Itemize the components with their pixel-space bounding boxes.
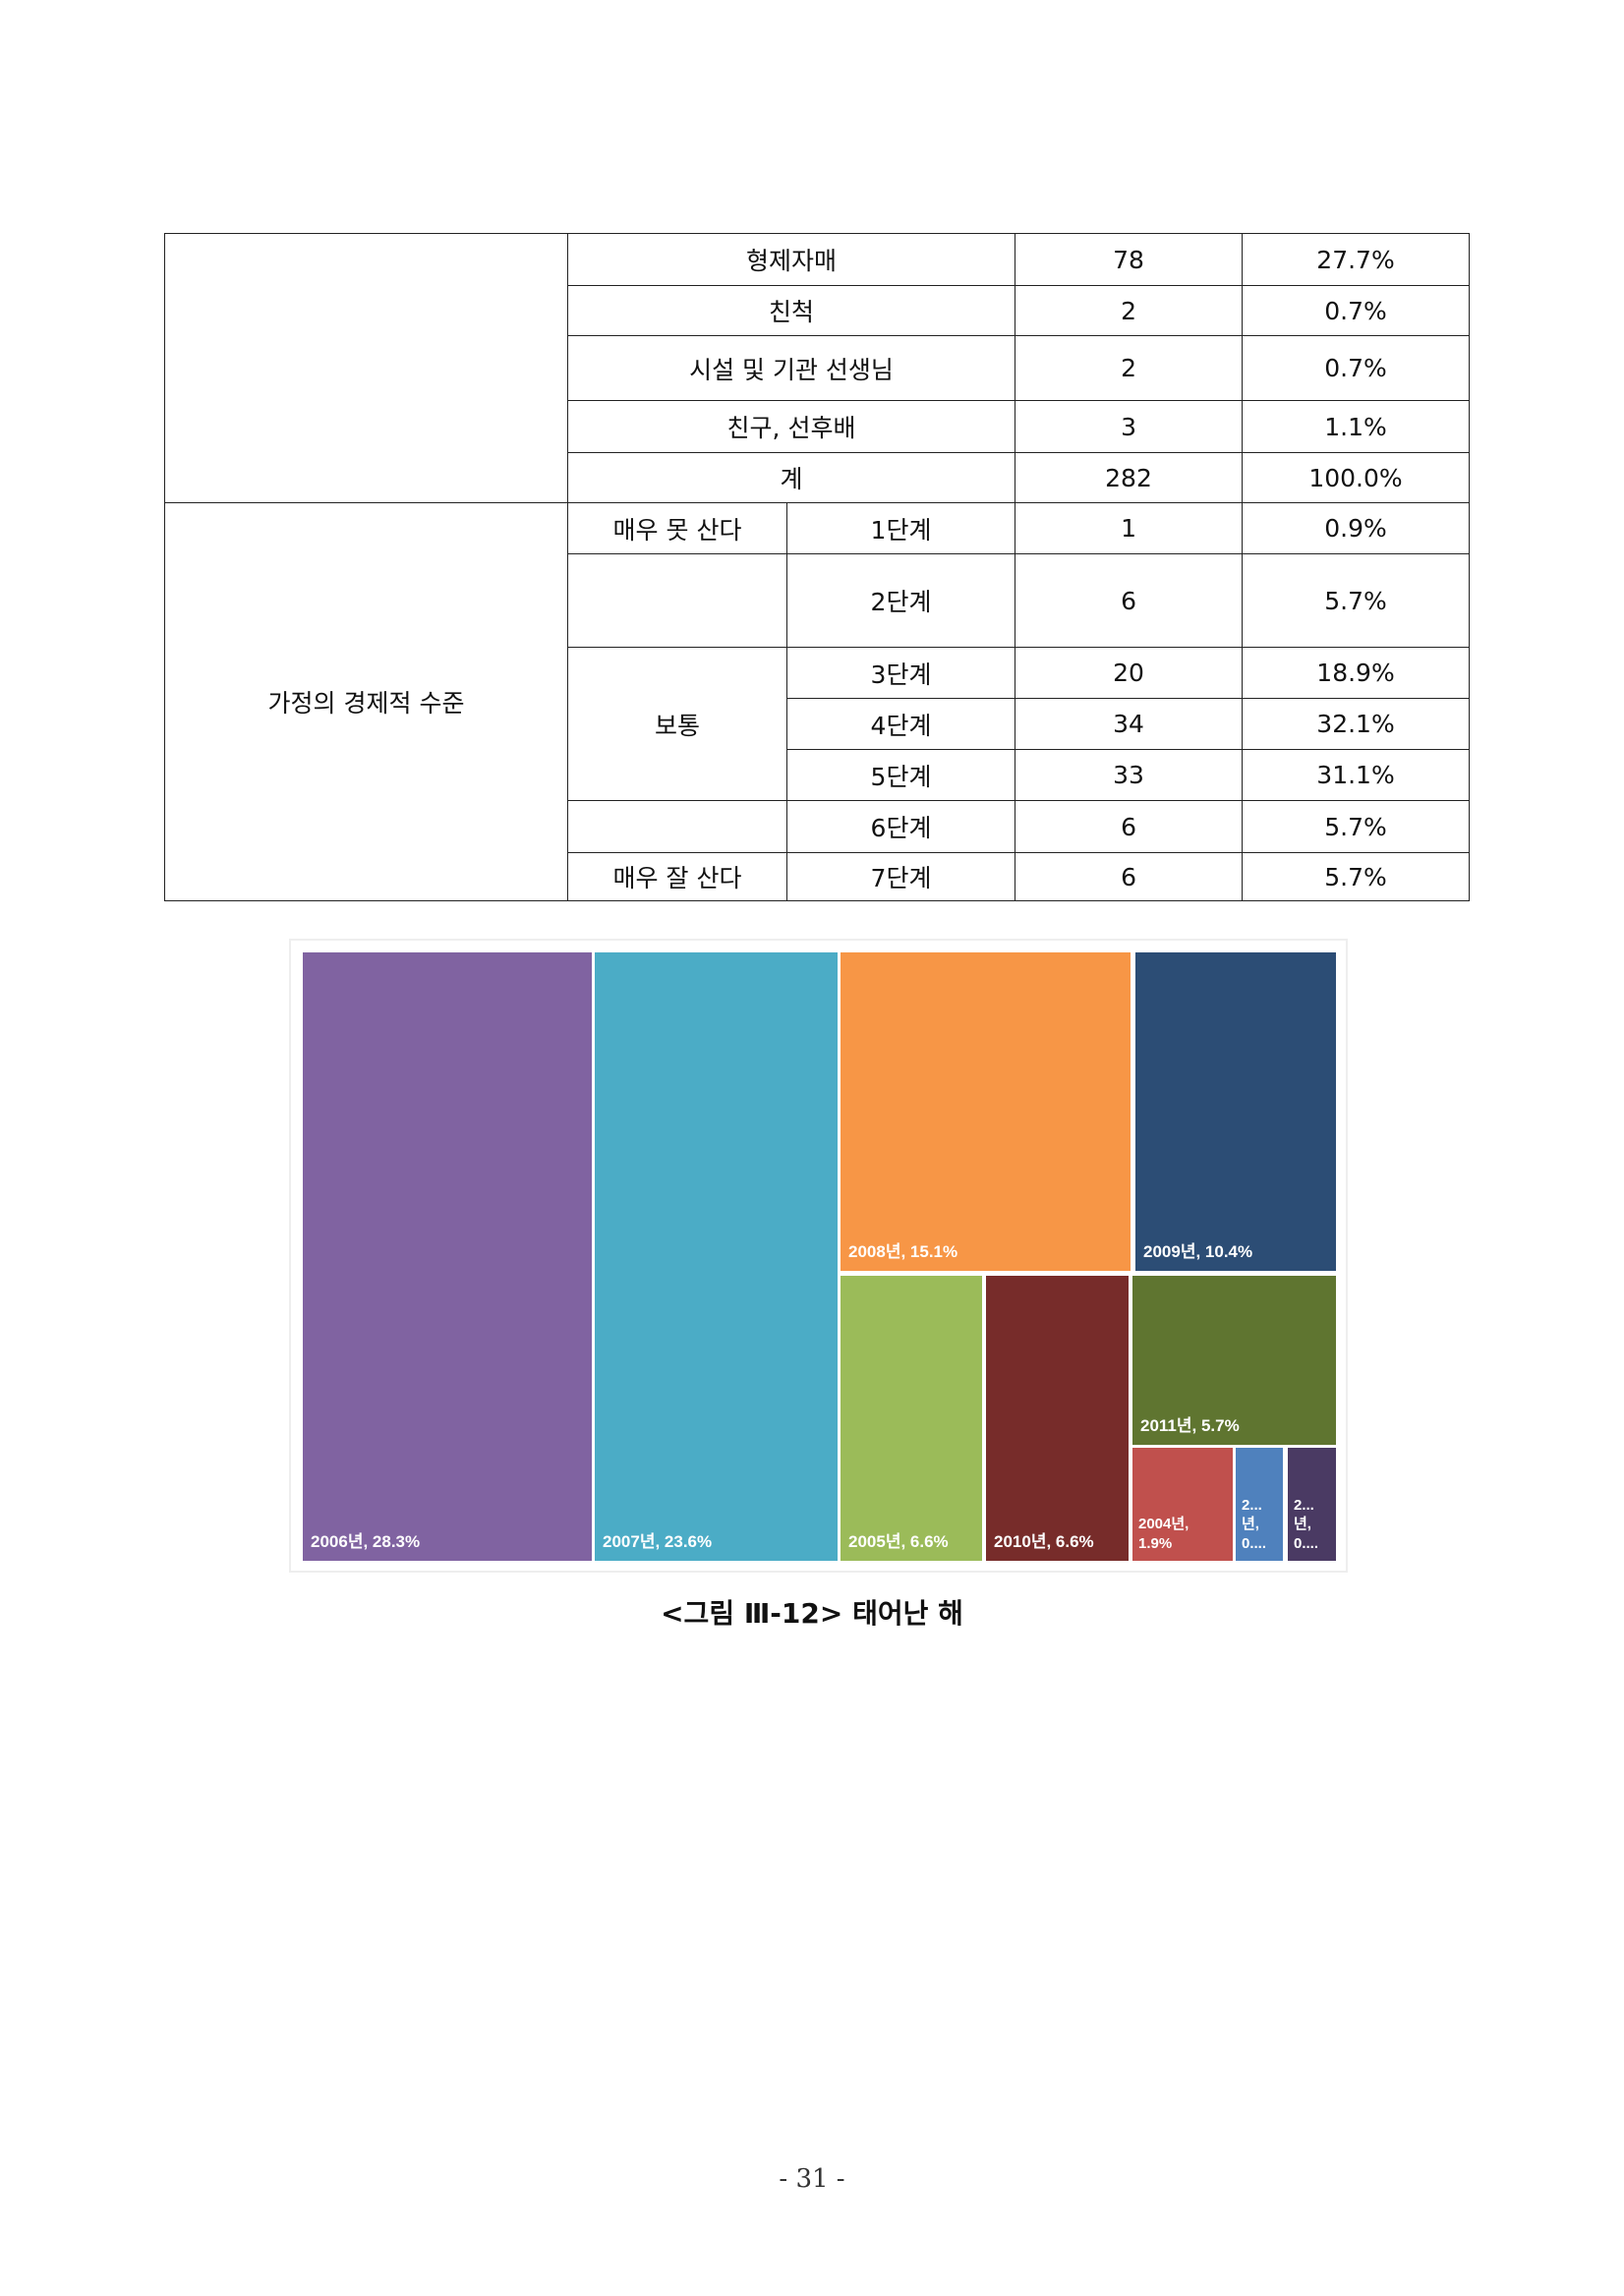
treemap-tile: 2008년, 15.1% [841,952,1131,1271]
level-cell: 5단계 [785,749,1016,801]
percent-cell: 100.0% [1242,452,1471,503]
count-cell: 1 [1015,502,1244,554]
level-cell: 2단계 [785,553,1016,648]
treemap-tile: 2010년, 6.6% [986,1276,1129,1561]
level-cell: 3단계 [785,647,1016,699]
anchor-empty [567,749,787,801]
anchor-high: 매우 잘 산다 [567,852,787,901]
treemap-tile: 2007년, 23.6% [595,952,838,1561]
table-row: 6단계 6 5.7% [165,800,1471,853]
data-table: 형제자매 78 27.7% 친척 2 0.7% 시설 및 기관 선생님 2 0.… [164,233,1471,901]
total-row: 계 282 100.0% [165,452,1471,503]
treemap-tile: 2... 년, 0.... [1236,1448,1283,1561]
treemap-tile-label: 2010년, 6.6% [994,1531,1094,1551]
table-row: 친구, 선후배 3 1.1% [165,400,1471,453]
count-cell: 6 [1015,800,1244,853]
percent-cell: 27.7% [1242,233,1471,286]
treemap-tile-label: 2... 년, 0.... [1242,1496,1267,1552]
count-cell: 282 [1015,452,1244,503]
count-cell: 34 [1015,698,1244,750]
treemap-tile-label: 2007년, 23.6% [603,1531,713,1551]
treemap-tile-label: 2011년, 5.7% [1140,1415,1240,1435]
percent-cell: 18.9% [1242,647,1471,699]
percent-cell: 0.7% [1242,285,1471,336]
treemap-tile: 2004년, 1.9% [1132,1448,1233,1561]
category-cell-empty [164,233,568,503]
figure-caption: <그림 Ⅲ-12> 태어난 해 [661,1597,963,1630]
table-row: 친척 2 0.7% [165,285,1471,336]
anchor-low: 매우 못 산다 [567,502,787,554]
anchor-empty [567,553,787,648]
table-row: 가정의 경제적 수준 매우 못 산다 1단계 1 0.9% [164,502,1471,901]
count-cell: 78 [1015,233,1244,286]
count-cell: 3 [1015,400,1244,453]
percent-cell: 5.7% [1242,800,1471,853]
category-cell: 가정의 경제적 수준 [164,502,568,901]
treemap-tile-label: 2008년, 15.1% [848,1241,958,1261]
treemap-tile: 2... 년, 0.... [1288,1448,1336,1561]
treemap-tile: 2011년, 5.7% [1132,1276,1336,1445]
page-number: - 31 - [779,2164,845,2194]
level-cell: 1단계 [785,502,1016,554]
treemap-tile: 2006년, 28.3% [303,952,592,1561]
treemap-tile-label: 2006년, 28.3% [311,1531,421,1551]
percent-cell: 5.7% [1242,852,1471,901]
treemap-tile: 2005년, 6.6% [841,1276,982,1561]
treemap-tile-label: 2009년, 10.4% [1143,1241,1253,1261]
treemap-tile-label: 2005년, 6.6% [848,1531,949,1551]
percent-cell: 31.1% [1242,749,1471,801]
treemap-chart: 2006년, 28.3% 2007년, 23.6% 2008년, 15.1% 2009… [289,939,1348,1573]
percent-cell: 5.7% [1242,553,1471,648]
percent-cell: 32.1% [1242,698,1471,750]
percent-cell: 1.1% [1242,400,1471,453]
treemap-tile: 2009년, 10.4% [1135,952,1336,1271]
table-row: 매우 잘 산다 7단계 6 5.7% [165,852,1471,901]
level-cell: 7단계 [785,852,1016,901]
treemap-tile-label: 2... 년, 0.... [1294,1496,1319,1552]
row-label: 친구, 선후배 [566,400,1016,453]
percent-cell: 0.7% [1242,335,1471,401]
table-row: 5단계 33 31.1% [165,749,1471,801]
count-cell: 33 [1015,749,1244,801]
count-cell: 20 [1015,647,1244,699]
treemap-tile-label: 2004년, 1.9% [1138,1516,1189,1552]
level-cell: 4단계 [785,698,1016,750]
row-label: 계 [566,452,1016,503]
percent-cell: 0.9% [1242,502,1471,554]
row-label: 시설 및 기관 선생님 [566,335,1016,401]
count-cell: 6 [1015,852,1244,901]
count-cell: 2 [1015,285,1244,336]
anchor-empty [567,647,787,699]
table-row: 형제자매 78 27.7% [164,233,1471,503]
level-cell: 6단계 [785,800,1016,853]
count-cell: 6 [1015,553,1244,648]
row-label: 친척 [566,285,1016,336]
row-label: 형제자매 [566,233,1016,286]
table-row: 시설 및 기관 선생님 2 0.7% [165,335,1471,401]
table-row: 3단계 20 18.9% [165,647,1471,699]
count-cell: 2 [1015,335,1244,401]
anchor-mid: 보통 [567,698,787,750]
anchor-empty [567,800,787,853]
